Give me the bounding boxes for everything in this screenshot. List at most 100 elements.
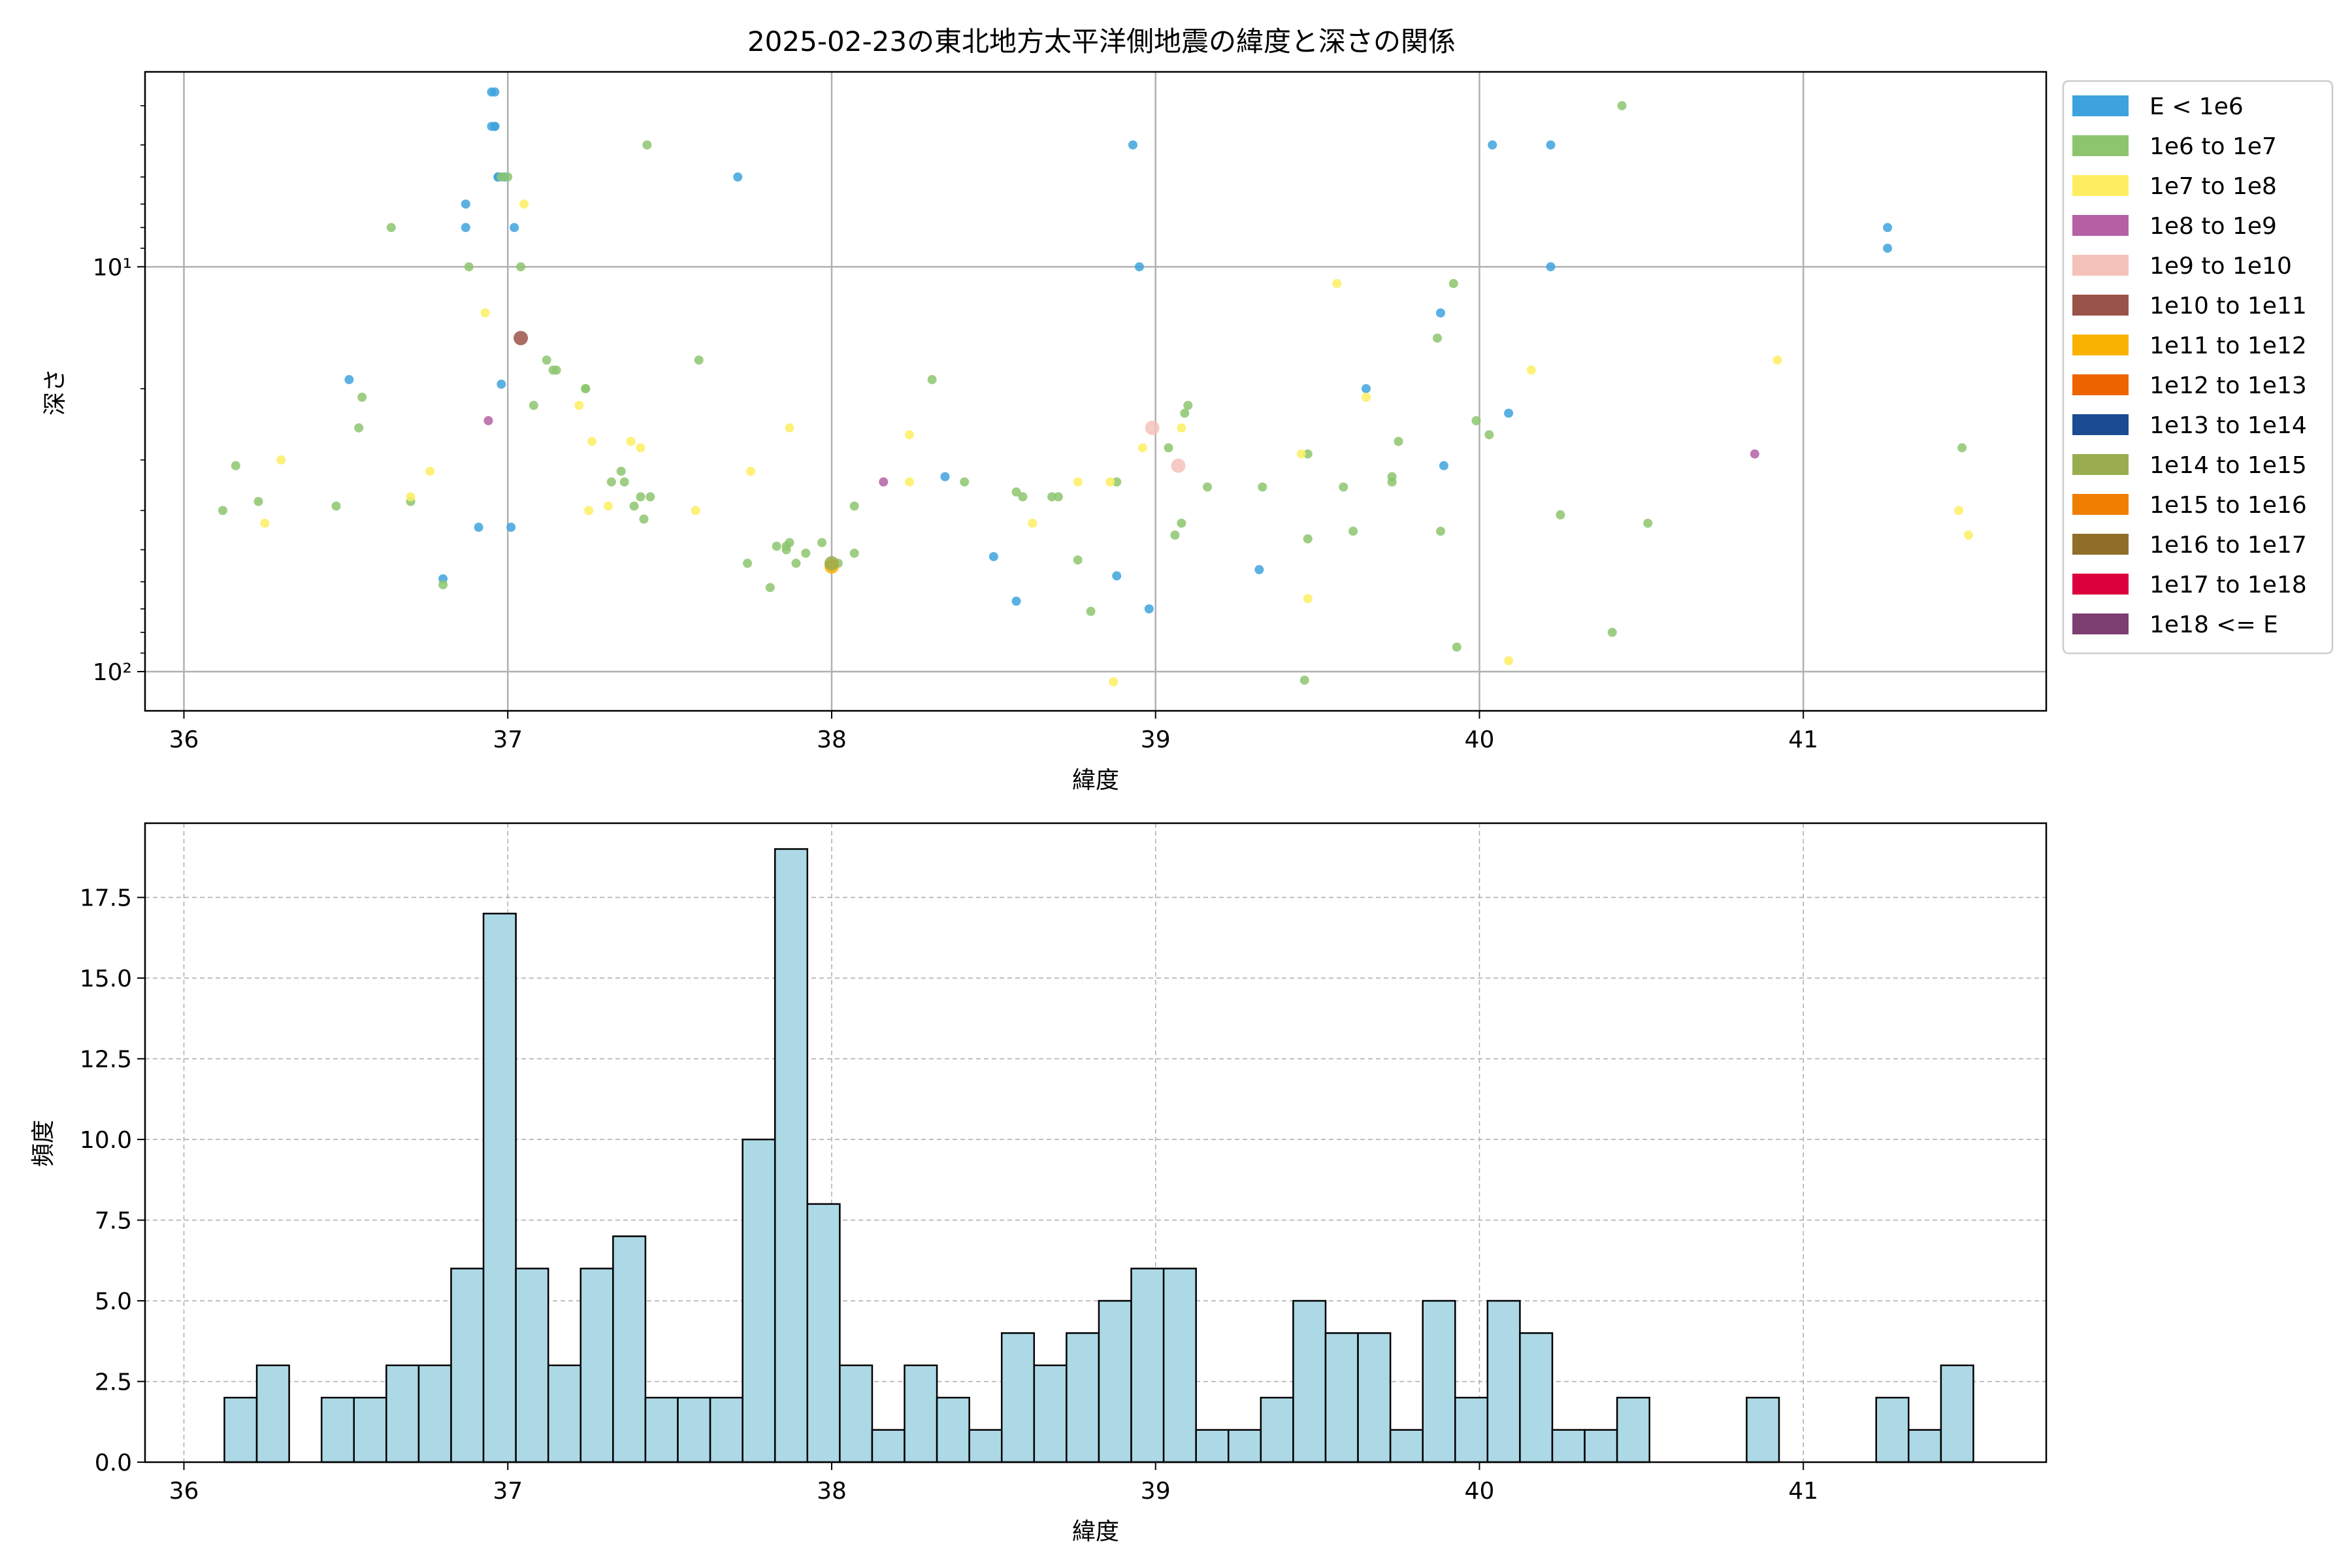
data-point [1011,487,1021,497]
legend: E < 1e6 1e6 to 1e7 1e7 to 1e8 1e8 to 1e9 1e9… [2062,80,2334,655]
y-tick-label: 5.0 [95,1288,132,1315]
scatter-grid [145,72,2046,711]
data-point [510,223,519,233]
data-point [765,583,775,593]
histogram-bar [1130,1267,1165,1463]
data-point [1504,408,1514,418]
data-point [772,541,781,551]
histogram-bar [515,1267,549,1463]
data-point [584,506,594,515]
data-point [606,477,616,487]
histogram-bar [968,1429,1003,1463]
histogram-bar [1486,1299,1521,1463]
legend-label: 1e6 to 1e7 [2149,133,2277,160]
data-point [438,580,448,589]
data-point [1546,262,1556,272]
scatter-x-label: 緯度 [1072,767,1119,794]
data-point [480,308,490,318]
data-point [694,355,704,365]
data-point [1957,443,1967,453]
data-point [1073,555,1083,565]
scatter-plot-frame [144,71,2048,712]
data-point [639,514,649,524]
histogram-bar [1875,1396,1910,1463]
data-point [1086,606,1096,616]
legend-swatch [2072,454,2129,475]
legend-swatch [2072,494,2129,515]
x-tick-label: 40 [1465,1478,1495,1505]
data-point [1164,443,1173,453]
x-tick-label: 38 [817,1478,847,1505]
data-point [542,355,551,365]
data-point [1303,594,1313,604]
legend-label: E < 1e6 [2149,93,2244,120]
data-point [1047,492,1057,502]
histogram-y-label: 頻度 [30,1120,57,1167]
data-point [1299,676,1309,685]
data-point [1435,308,1445,318]
legend-swatch [2072,374,2129,395]
data-point [1607,627,1617,637]
data-point [483,416,493,425]
y-tick-label: 2.5 [95,1369,132,1396]
histogram-bar [709,1396,743,1463]
data-point [629,501,639,511]
data-point [1128,140,1138,150]
x-tick-label: 36 [169,727,199,753]
data-point [636,492,645,502]
legend-swatch [2072,534,2129,555]
scatter-y-label: 深さ [42,368,69,416]
data-point [1144,604,1154,613]
histogram-bar [1033,1364,1068,1463]
data-point [1134,262,1144,272]
x-tick-label: 41 [1788,1478,1818,1505]
histogram-bar [871,1429,906,1463]
x-tick-label: 38 [817,727,847,753]
legend-swatch [2072,255,2129,276]
data-point [781,545,791,555]
data-point [1258,482,1267,492]
data-point [849,548,859,558]
data-point [260,518,270,528]
legend-frame [2062,80,2334,655]
data-point [1332,278,1342,288]
data-point [988,551,998,561]
histogram-bar [644,1396,679,1463]
histogram-bar [1940,1364,1974,1463]
data-point [1361,392,1371,402]
data-point [927,375,937,385]
data-point [253,497,263,506]
histogram-bar [1000,1332,1036,1463]
data-point [904,477,914,487]
data-point [1772,355,1782,365]
x-tick-label: 41 [1788,727,1818,753]
legend-label: 1e14 to 1e15 [2149,452,2307,479]
histogram-bar [1292,1299,1327,1463]
legend-swatch [2072,95,2129,116]
legend-label: 1e16 to 1e17 [2149,532,2307,559]
data-point [464,262,474,272]
data-point [1112,477,1122,487]
data-point [1954,506,1964,515]
histogram-bar [1324,1332,1359,1463]
y-tick-label: 7.5 [95,1208,132,1235]
x-tick-label: 40 [1465,727,1495,753]
histogram-bar [1454,1396,1489,1463]
data-point [218,506,227,515]
x-tick-label: 36 [169,1478,199,1505]
data-point [1452,642,1462,652]
data-point [1296,449,1306,459]
histogram-bar [1066,1332,1100,1463]
legend-label: 1e7 to 1e8 [2149,173,2277,200]
data-point [1028,518,1037,528]
legend-swatch [2072,335,2129,355]
data-point [1504,656,1514,666]
data-point [574,400,584,410]
data-point [1643,518,1653,528]
histogram-x-ticks: 36 37 38 39 40 41 [169,1462,1818,1505]
histogram-bar [1519,1332,1554,1463]
histogram-bar [1162,1267,1197,1463]
data-point [1011,596,1021,606]
histogram-bar [904,1364,938,1463]
